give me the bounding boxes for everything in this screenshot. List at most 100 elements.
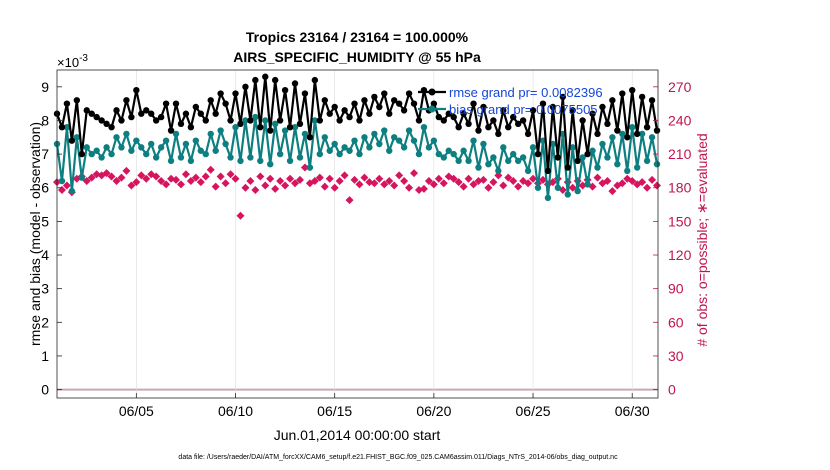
bias-marker bbox=[336, 150, 343, 158]
y-right-tick-label: 0 bbox=[668, 382, 676, 398]
rmse-marker bbox=[549, 103, 557, 111]
bias-marker bbox=[291, 123, 299, 131]
bias-marker bbox=[187, 157, 195, 165]
bias-marker bbox=[172, 130, 180, 138]
obs-marker bbox=[434, 174, 443, 183]
bias-marker bbox=[514, 157, 522, 165]
bias-marker bbox=[366, 144, 373, 151]
bias-marker bbox=[440, 154, 447, 161]
bias-marker bbox=[564, 191, 571, 198]
bias-marker bbox=[192, 137, 200, 144]
obs-marker bbox=[320, 182, 329, 191]
rmse-marker bbox=[400, 107, 408, 114]
bias-marker bbox=[475, 164, 482, 171]
obs-marker bbox=[216, 172, 225, 181]
rmse-marker bbox=[83, 107, 90, 114]
rmse-marker bbox=[648, 97, 656, 104]
bias-marker bbox=[386, 147, 393, 154]
y-right-tick-label: 120 bbox=[668, 247, 692, 263]
rmse-marker bbox=[490, 117, 497, 124]
bias-marker bbox=[68, 187, 76, 195]
rmse-marker bbox=[336, 117, 343, 124]
bias-marker bbox=[430, 137, 438, 144]
rmse-marker bbox=[276, 117, 284, 124]
bias-marker bbox=[252, 113, 259, 121]
bias-marker bbox=[281, 127, 289, 134]
bias-marker bbox=[301, 130, 309, 138]
obs-marker bbox=[335, 177, 344, 186]
y-right-tick-label: 270 bbox=[668, 79, 692, 95]
bias-marker bbox=[321, 134, 328, 141]
rmse-marker bbox=[361, 97, 368, 104]
bias-marker bbox=[450, 150, 457, 158]
obs-marker bbox=[102, 169, 111, 178]
rmse-marker bbox=[500, 107, 507, 114]
obs-marker bbox=[325, 174, 334, 183]
rmse-marker bbox=[222, 100, 229, 107]
bias-marker bbox=[529, 144, 537, 151]
obs-marker bbox=[524, 179, 533, 188]
bias-marker bbox=[485, 160, 492, 168]
rmse-marker bbox=[118, 117, 125, 124]
chart-title-line1: Tropics 23164 / 23164 = 100.000% bbox=[246, 29, 469, 45]
rmse-marker bbox=[301, 90, 309, 97]
bias-marker bbox=[326, 147, 333, 154]
rmse-marker bbox=[510, 113, 517, 121]
rmse-marker bbox=[465, 120, 472, 128]
rmse-marker bbox=[381, 90, 388, 97]
obs-marker bbox=[360, 173, 369, 182]
obs-marker bbox=[538, 175, 547, 184]
obs-marker bbox=[568, 183, 577, 192]
bias-marker bbox=[346, 147, 353, 154]
bias-marker bbox=[143, 150, 150, 158]
bias-marker bbox=[584, 181, 591, 188]
bias-marker bbox=[113, 134, 120, 141]
rmse-marker bbox=[604, 120, 611, 128]
exponent-base: ×10 bbox=[57, 55, 79, 70]
obs-marker bbox=[489, 178, 498, 187]
x-tick-label: 06/05 bbox=[119, 403, 154, 419]
obs-marker bbox=[196, 178, 205, 187]
y-left-tick-label: 4 bbox=[41, 247, 49, 263]
obs-marker bbox=[350, 175, 359, 184]
rmse-marker bbox=[152, 117, 160, 124]
obs-marker bbox=[499, 181, 508, 190]
y-left-tick-label: 5 bbox=[41, 213, 49, 229]
rmse-marker bbox=[376, 103, 383, 111]
bias-marker bbox=[420, 123, 428, 131]
y-right-tick-label: 90 bbox=[668, 281, 684, 297]
obs-marker bbox=[266, 174, 275, 183]
bias-marker bbox=[599, 140, 606, 148]
rmse-marker bbox=[629, 86, 636, 94]
bias-marker bbox=[202, 150, 209, 158]
rmse-marker bbox=[331, 103, 338, 111]
bias-marker bbox=[103, 144, 110, 151]
y-left-tick-label: 9 bbox=[41, 79, 49, 95]
bias-marker bbox=[212, 147, 219, 154]
bias-marker bbox=[83, 144, 90, 151]
rmse-marker bbox=[133, 86, 140, 94]
obs-marker bbox=[206, 165, 215, 174]
rmse-marker bbox=[430, 100, 438, 107]
rmse-marker bbox=[73, 97, 81, 104]
rmse-marker bbox=[108, 123, 115, 131]
rmse-marker bbox=[450, 113, 457, 121]
rmse-marker bbox=[143, 107, 150, 114]
bias-marker bbox=[490, 154, 497, 161]
bias-marker bbox=[331, 140, 338, 148]
obs-marker bbox=[405, 183, 414, 192]
bias-marker bbox=[371, 130, 378, 138]
bias-marker bbox=[167, 157, 175, 165]
obs-marker bbox=[107, 172, 116, 181]
x-tick-label: 06/15 bbox=[317, 403, 352, 419]
obs-marker bbox=[638, 178, 647, 187]
rmse-marker bbox=[316, 117, 324, 124]
rmse-marker bbox=[207, 97, 214, 104]
rmse-marker bbox=[311, 76, 319, 84]
obs-marker bbox=[529, 174, 538, 183]
obs-marker bbox=[390, 181, 399, 190]
bias-marker bbox=[242, 117, 249, 124]
rmse-marker bbox=[167, 127, 175, 134]
rmse-marker bbox=[554, 154, 562, 161]
legend-rmse-label: rmse grand pr= 0.0082396 bbox=[449, 85, 603, 100]
